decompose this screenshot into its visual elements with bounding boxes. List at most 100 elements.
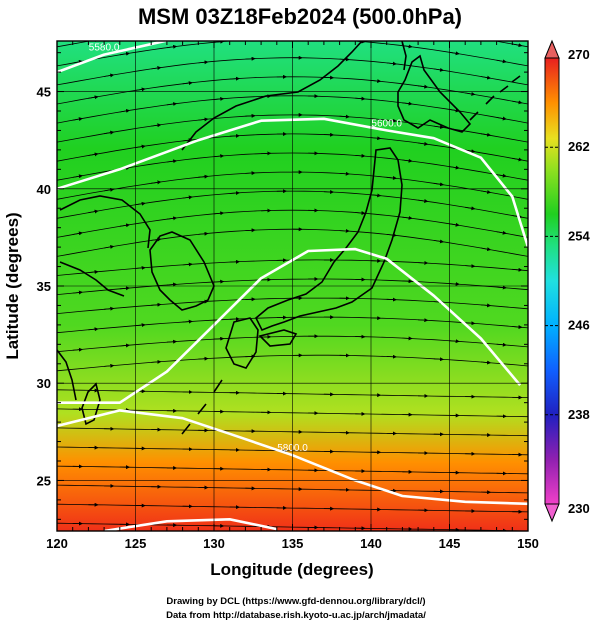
wind-arrow (151, 180, 162, 185)
wind-arrow (418, 198, 429, 203)
wind-arrow (339, 114, 350, 119)
coastline-japan (57, 41, 521, 435)
wind-arrow (386, 61, 397, 66)
wind-arrow (213, 211, 225, 216)
y-axis-label: Latitude (degrees) (3, 212, 22, 359)
contour-label: 5580.0 (89, 43, 120, 54)
coastline-hokkaido (397, 54, 472, 133)
wind-arrow (104, 244, 115, 249)
wind-arrow (449, 108, 460, 113)
wind-arrow (402, 158, 413, 163)
wind-arrow (480, 75, 492, 80)
wind-arrow (198, 356, 209, 361)
wind-arrow (465, 264, 476, 269)
wind-arrow (135, 87, 146, 92)
wind-arrow (449, 222, 460, 227)
wind-arrow (104, 130, 115, 135)
wind-arrow (72, 347, 83, 352)
contour-label: 5600.0 (371, 118, 402, 129)
wind-arrow (355, 96, 366, 101)
wind-arrow (465, 149, 476, 154)
colorbar-tick-label: 246 (568, 318, 590, 333)
wind-arrow (339, 171, 350, 176)
wind-arrow (151, 66, 162, 71)
wind-arrow (166, 159, 178, 164)
credit-drawing: Drawing by DCL (https://www.gfd-dennou.o… (166, 596, 425, 607)
coastline-korea (149, 231, 215, 311)
wind-arrow (418, 318, 429, 323)
x-tick-label: 120 (46, 536, 68, 551)
wind-arrow (198, 60, 209, 65)
wind-arrow (198, 231, 209, 236)
coastline-sakhalin (401, 41, 407, 71)
wind-arrow (449, 282, 460, 286)
colorbar-tick-label: 270 (568, 47, 590, 62)
colorbar-bar (544, 57, 560, 505)
wind-arrow (119, 286, 130, 291)
wind-arrow (182, 319, 193, 324)
wind-arrow (245, 113, 256, 118)
wind-arrow (229, 191, 240, 196)
wind-arrow (512, 43, 523, 48)
wind-arrow (88, 209, 99, 214)
wind-arrow (402, 101, 413, 106)
coastline-mainland (59, 41, 363, 297)
wind-arrow (355, 153, 366, 158)
wind-arrow (370, 193, 382, 198)
wind-arrow (480, 247, 492, 252)
wind-arrow (213, 154, 225, 159)
wind-arrow (449, 339, 460, 344)
y-tick-label: 45 (37, 85, 51, 100)
wind-arrow (402, 215, 413, 220)
gridlines (57, 41, 528, 531)
wind-arrow (198, 117, 209, 122)
wind-arrow (136, 32, 145, 33)
wind-arrow (465, 36, 474, 38)
wind-arrow (512, 214, 523, 219)
colorbar-tick-label: 238 (568, 407, 590, 422)
wind-arrow (88, 270, 99, 274)
wind-arrow (166, 44, 178, 49)
wind-arrow (496, 342, 507, 347)
wind-arrow (245, 56, 256, 61)
coastline-ryukyu-islands (181, 379, 223, 435)
colorbar-top-triangle (544, 39, 560, 59)
wind-arrow (496, 173, 507, 178)
x-axis-ticks: 120 125 130 135 140 145 150 (46, 41, 539, 551)
wind-arrow (151, 302, 162, 307)
wind-arrow (166, 282, 178, 287)
wind-arrow (229, 133, 240, 138)
wind-arrow (418, 84, 429, 89)
wind-arrow (465, 206, 476, 211)
wind-arrow (418, 141, 429, 146)
x-axis-label: Longitude (degrees) (210, 560, 373, 579)
wind-arrow (433, 67, 444, 72)
wind-arrow (496, 59, 507, 64)
y-tick-label: 35 (37, 279, 51, 294)
wind-arrow (213, 279, 225, 284)
wind-arrow (465, 321, 476, 326)
wind-arrow (72, 174, 83, 179)
wind-arrow (135, 323, 146, 328)
wind-arrow (119, 51, 130, 56)
colorbar-bottom-triangle (544, 503, 560, 523)
wind-arrow (72, 231, 83, 236)
wind-arrow (433, 357, 444, 362)
wind-arrow (370, 136, 382, 141)
wind-arrow (512, 100, 523, 105)
wind-arrow (433, 239, 444, 244)
wind-arrow (198, 174, 209, 179)
x-tick-label: 140 (360, 536, 382, 551)
y-tick-label: 25 (37, 473, 51, 488)
x-tick-label: 130 (203, 536, 225, 551)
wind-arrow (88, 327, 99, 332)
wind-arrow (151, 123, 162, 128)
wind-arrow (119, 108, 130, 113)
wind-arrow (104, 187, 115, 192)
wind-arrow (480, 360, 492, 365)
wind-arrow (433, 182, 444, 187)
colorbar: 270 262 254 246 238 230 (544, 39, 590, 523)
coastline-taiwan (81, 382, 101, 426)
wind-arrow (229, 76, 240, 81)
wind-arrow (386, 175, 397, 180)
